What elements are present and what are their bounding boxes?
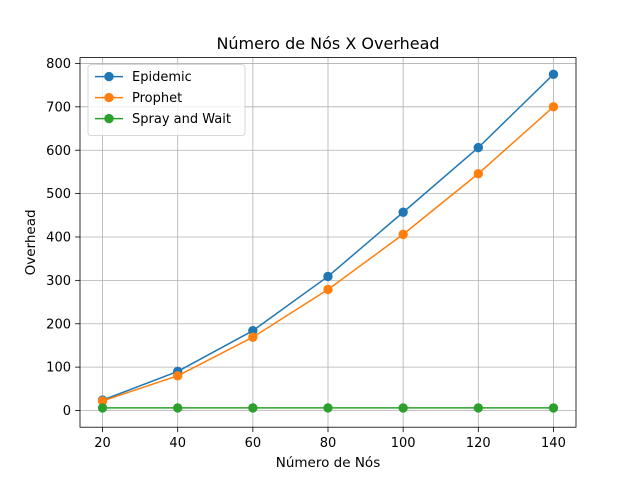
- y-tick-label: 700: [46, 100, 71, 115]
- data-point-prophet: [473, 168, 484, 179]
- data-point-prophet: [172, 371, 183, 381]
- x-axis-label: Número de Nós: [276, 455, 380, 471]
- legend-entry-prophet: Prophet: [95, 91, 182, 106]
- x-tick-label: 120: [466, 436, 491, 451]
- data-point-spray-and-wait: [473, 403, 484, 413]
- data-point-prophet: [398, 229, 408, 240]
- data-point-spray-and-wait: [97, 403, 108, 413]
- y-tick-label: 0: [63, 404, 71, 419]
- series-spray-and-wait: [97, 403, 559, 413]
- legend-entry-epidemic: Epidemic: [95, 70, 192, 85]
- legend: Epidemic Prophet Spray and Wait: [87, 64, 246, 136]
- legend-box: [87, 64, 246, 136]
- y-tick-label: 400: [46, 231, 71, 246]
- y-axis-ticks: 0 100 200 300 400 500 600 700 800: [46, 57, 80, 419]
- y-tick-label: 500: [46, 187, 71, 202]
- y-tick-label: 800: [46, 57, 71, 72]
- chart-title: Número de Nós X Overhead: [216, 34, 439, 53]
- data-point-epidemic: [548, 69, 559, 80]
- legend-label: Spray and Wait: [132, 112, 231, 127]
- y-tick-label: 200: [46, 317, 71, 332]
- y-tick-label: 600: [46, 144, 71, 159]
- data-point-spray-and-wait: [398, 403, 408, 413]
- data-point-epidemic: [323, 271, 333, 282]
- legend-label: Prophet: [132, 91, 182, 106]
- data-point-spray-and-wait: [248, 403, 258, 413]
- data-point-spray-and-wait: [323, 403, 333, 413]
- y-tick-label: 300: [46, 274, 71, 289]
- data-point-spray-and-wait: [548, 403, 559, 413]
- x-tick-label: 60: [245, 436, 262, 451]
- legend-marker: [104, 113, 114, 124]
- legend-marker: [104, 92, 114, 103]
- data-point-spray-and-wait: [172, 403, 183, 413]
- data-point-epidemic: [398, 207, 408, 217]
- x-axis-ticks: 20 40 60 80 100 120 140: [94, 427, 566, 451]
- data-point-epidemic: [473, 142, 484, 153]
- data-point-prophet: [248, 332, 258, 342]
- legend-label: Epidemic: [132, 70, 192, 85]
- series-group: [97, 69, 559, 413]
- data-point-prophet: [548, 102, 559, 112]
- x-tick-label: 40: [169, 436, 186, 451]
- x-tick-label: 80: [320, 436, 337, 451]
- x-tick-label: 140: [541, 436, 566, 451]
- data-point-prophet: [323, 284, 333, 295]
- x-tick-label: 100: [391, 436, 416, 451]
- legend-marker: [104, 71, 114, 82]
- x-tick-label: 20: [94, 436, 111, 451]
- y-axis-label: Overhead: [23, 209, 39, 275]
- legend-entry-spray-and-wait: Spray and Wait: [95, 112, 231, 127]
- y-tick-label: 100: [46, 361, 71, 376]
